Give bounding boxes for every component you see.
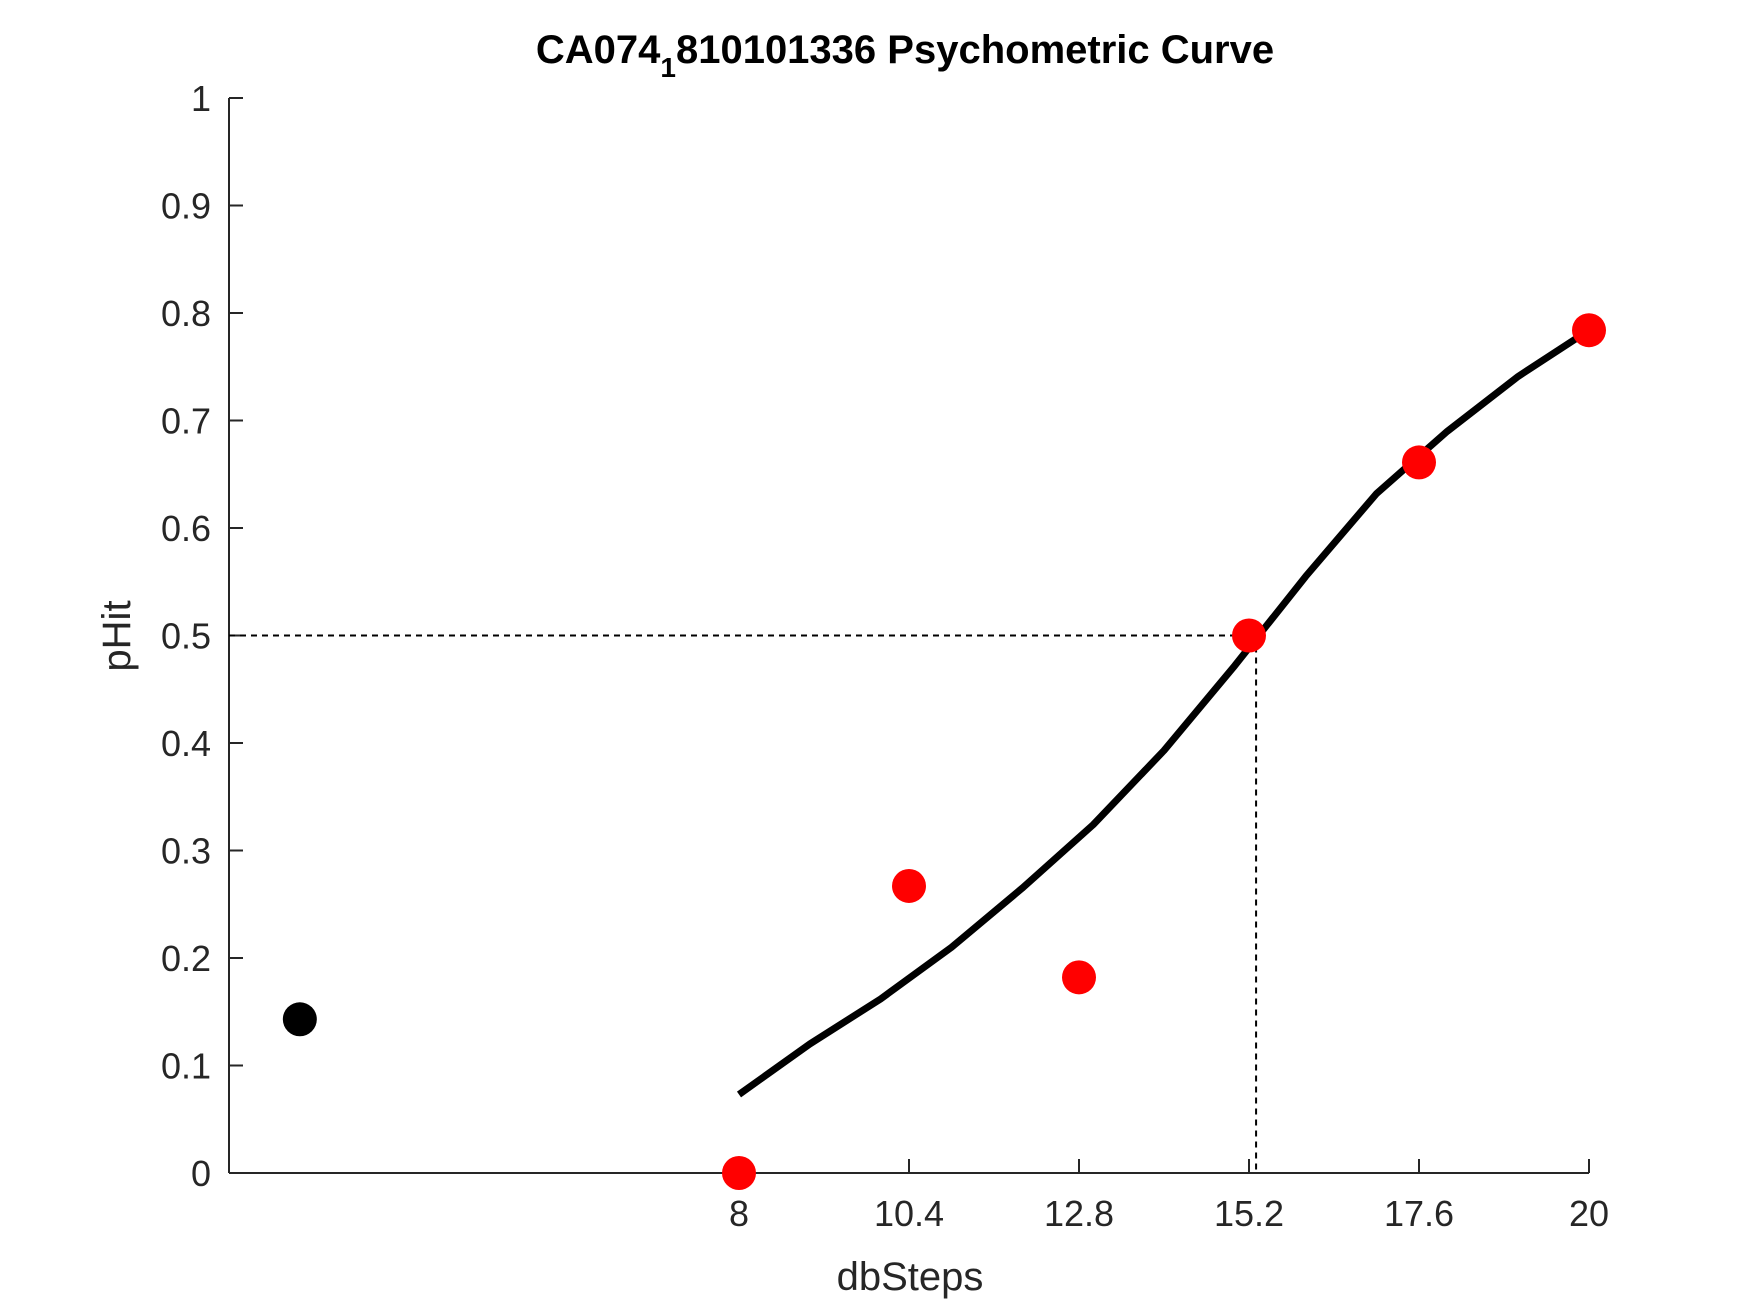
x-tick-label: 15.2 (1214, 1193, 1284, 1234)
chart-title-prefix: CA074 (536, 28, 661, 72)
y-tick-label: 0 (191, 1153, 211, 1194)
y-tick-label: 0.3 (161, 831, 211, 872)
data-point (892, 868, 926, 903)
x-tick-label: 20 (1569, 1193, 1609, 1234)
x-tick-label: 17.6 (1384, 1193, 1454, 1234)
y-tick-label: 0.9 (161, 186, 211, 227)
data-point (1232, 618, 1266, 653)
y-tick-label: 0.4 (161, 723, 211, 764)
y-tick-label: 1 (191, 78, 211, 119)
chart-title-suffix: 810101336 Psychometric Curve (676, 28, 1274, 72)
y-tick-label: 0.6 (161, 508, 211, 549)
plot-area: 0 0.1 0.2 0.3 0.4 0.5 0.6 0.7 0.8 0.9 1 8 10.4 12.8 15… (161, 78, 1609, 1234)
fit-curve-line (736, 327, 1591, 1098)
y-axis-label: pHit (95, 600, 139, 671)
x-tick-label: 10.4 (874, 1193, 944, 1234)
y-tick-label: 0.5 (161, 616, 211, 657)
y-tick-label: 0.7 (161, 401, 211, 442)
y-tick-label: 0.1 (161, 1046, 211, 1087)
x-tick-label: 8 (729, 1193, 749, 1234)
chart-title-subscript: 1 (660, 52, 676, 83)
x-axis-label: dbSteps (837, 1255, 984, 1299)
baseline-point (282, 1002, 317, 1037)
y-tick-label: 0.2 (161, 938, 211, 979)
chart-title: CA0741810101336 Psychometric Curve (536, 28, 1274, 83)
data-point (1402, 445, 1436, 480)
data-point (722, 1156, 756, 1190)
data-point (1062, 960, 1096, 995)
y-tick-label: 0.8 (161, 293, 211, 334)
data-point (1572, 313, 1606, 348)
x-tick-label: 12.8 (1044, 1193, 1114, 1234)
